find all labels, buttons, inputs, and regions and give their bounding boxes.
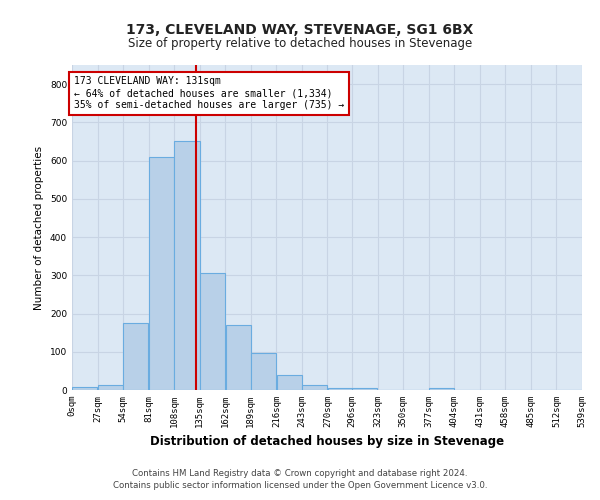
Text: Size of property relative to detached houses in Stevenage: Size of property relative to detached ho… [128,38,472,51]
Bar [429,388,454,390]
Bar [251,353,276,390]
Text: 173, CLEVELAND WAY, STEVENAGE, SG1 6BX: 173, CLEVELAND WAY, STEVENAGE, SG1 6BX [127,22,473,36]
Text: Contains HM Land Registry data © Crown copyright and database right 2024.
Contai: Contains HM Land Registry data © Crown c… [113,468,487,490]
Bar [277,376,302,390]
Text: 173 CLEVELAND WAY: 131sqm
← 64% of detached houses are smaller (1,334)
35% of se: 173 CLEVELAND WAY: 131sqm ← 64% of detac… [74,76,344,110]
Y-axis label: Number of detached properties: Number of detached properties [34,146,44,310]
Bar [226,325,251,390]
X-axis label: Distribution of detached houses by size in Stevenage: Distribution of detached houses by size … [150,436,504,448]
Bar [72,388,97,390]
Bar [352,388,377,390]
Bar [302,384,327,390]
Bar [149,157,174,390]
Bar [98,385,123,390]
Bar [328,388,352,390]
Bar [200,274,225,390]
Bar [175,142,199,390]
Bar [124,323,148,390]
